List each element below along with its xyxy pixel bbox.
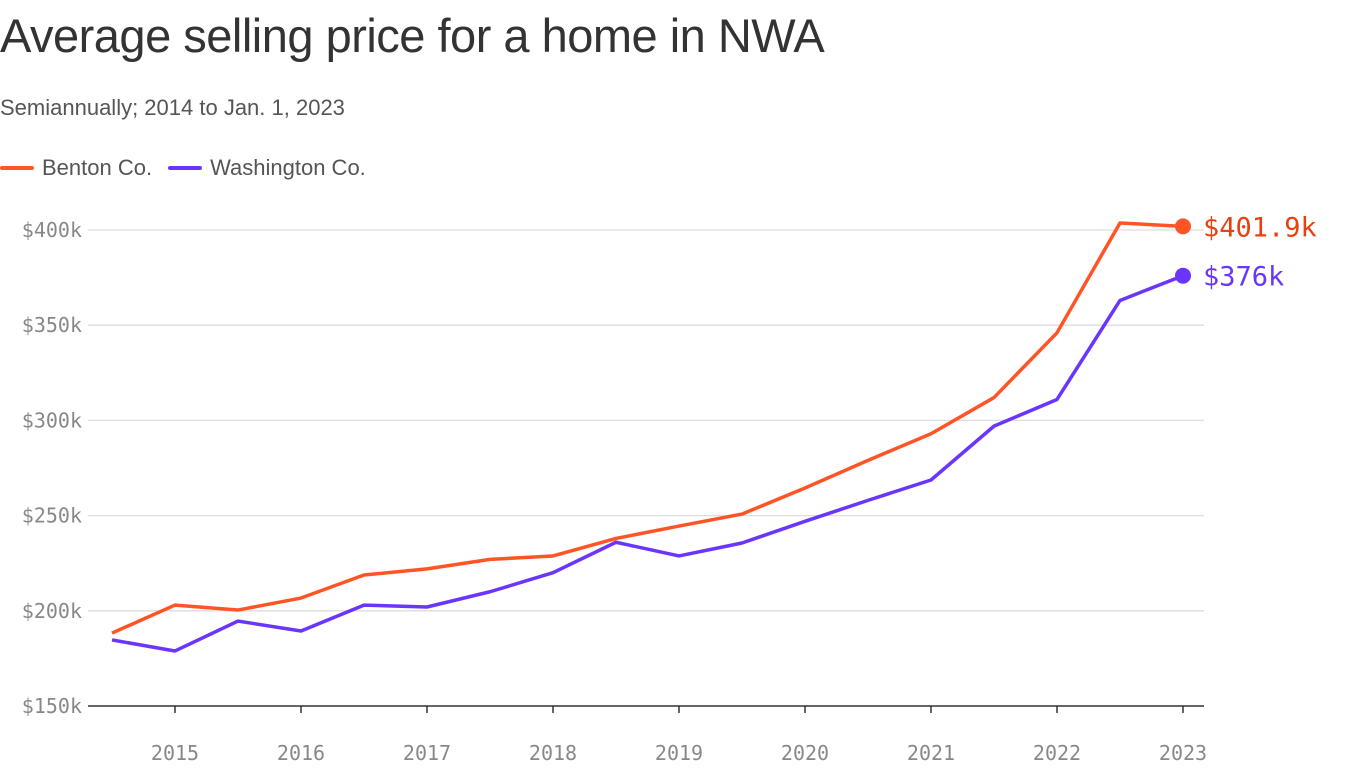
legend-label-benton: Benton Co. [42, 155, 153, 180]
x-tick-label: 2017 [403, 741, 451, 765]
x-tick-label: 2015 [151, 741, 199, 765]
end-label-benton: $401.9k [1203, 212, 1317, 243]
legend-item-washington: Washington Co. [168, 155, 366, 181]
x-tick-label: 2020 [781, 741, 829, 765]
legend-item-benton: Benton Co. [0, 155, 152, 181]
series-line-washington [111, 274, 1184, 653]
x-tick-label: 2018 [529, 741, 577, 765]
y-tick-label: $400k [22, 218, 82, 242]
x-tick-label: 2016 [277, 741, 325, 765]
end-label-washington: $376k [1203, 262, 1284, 293]
x-tick-label: 2019 [655, 741, 703, 765]
end-point-benton [1175, 218, 1191, 235]
x-tick-label: 2021 [907, 741, 955, 765]
y-tick-label: $150k [22, 694, 82, 718]
y-tick-label: $300k [22, 408, 82, 432]
x-tick-label: 2022 [1033, 741, 1081, 765]
x-tick-label: 2023 [1159, 741, 1207, 765]
y-tick-label: $250k [22, 504, 82, 528]
legend-swatch-washington [168, 166, 203, 170]
y-tick-label: $200k [22, 599, 82, 623]
chart-subtitle: Semiannually; 2014 to Jan. 1, 2023 [0, 95, 345, 120]
y-tick-label: $350k [22, 313, 82, 337]
legend-swatch-benton [0, 166, 34, 170]
legend: Benton Co. Washington Co. [0, 155, 382, 181]
end-point-washington [1175, 267, 1191, 284]
series-line-benton [111, 221, 1184, 635]
legend-label-washington: Washington Co. [210, 155, 366, 180]
chart-title: Average selling price for a home in NWA [0, 9, 825, 62]
